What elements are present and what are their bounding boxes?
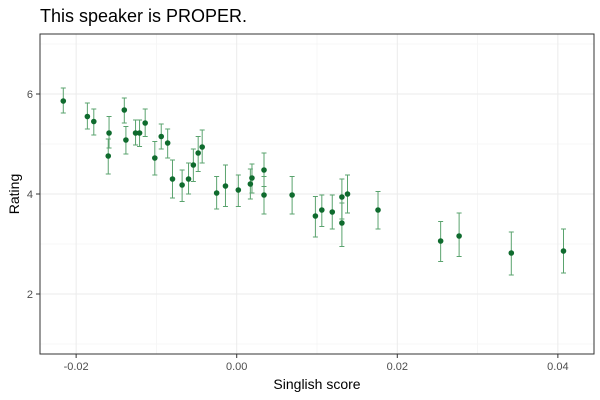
data-point: [261, 192, 267, 198]
x-tick-label: 0.02: [387, 361, 408, 373]
chart-title: This speaker is PROPER.: [40, 6, 248, 26]
data-point: [508, 250, 515, 256]
x-axis-ticks: -0.02 0.00 0.02 0.04: [64, 354, 569, 373]
data-point: [105, 153, 112, 159]
major-gridlines: [40, 34, 594, 354]
data-point: [190, 162, 197, 168]
data-point: [456, 233, 462, 239]
data-point: [437, 238, 444, 244]
data-point: [142, 120, 148, 126]
data-point: [312, 213, 319, 219]
data-point: [152, 155, 158, 161]
data-point: [375, 207, 381, 213]
data-point: [213, 190, 220, 196]
y-tick-label: 2: [27, 289, 33, 301]
y-axis-title: Rating: [6, 174, 22, 214]
data-point: [106, 130, 112, 136]
data-point: [60, 98, 67, 104]
data-point: [289, 192, 295, 198]
data-point: [222, 183, 229, 189]
data-point: [136, 130, 143, 136]
data-point: [158, 133, 165, 140]
data-point: [249, 175, 255, 181]
data-point: [169, 176, 176, 182]
data-point: [123, 137, 129, 143]
data-point: [235, 187, 242, 193]
x-tick-label: 0.00: [226, 361, 247, 373]
x-tick-label: -0.02: [64, 361, 89, 373]
x-tick-label: 0.04: [547, 361, 568, 373]
y-axis-ticks: 2 4 6: [27, 89, 40, 301]
data-point: [261, 167, 267, 173]
data-point: [199, 144, 205, 150]
data-point: [247, 181, 254, 187]
error-bars: [60, 87, 566, 276]
data-point: [319, 207, 325, 213]
y-tick-label: 6: [27, 89, 33, 101]
data-point: [560, 248, 567, 254]
data-points: [60, 98, 567, 256]
y-tick-label: 4: [27, 189, 33, 201]
data-point: [185, 176, 192, 182]
data-point: [195, 150, 201, 156]
data-point: [164, 140, 171, 146]
data-point: [329, 209, 336, 215]
data-point: [132, 130, 139, 136]
data-point: [339, 194, 345, 200]
data-point: [90, 118, 97, 125]
data-point: [344, 191, 351, 197]
data-point: [179, 182, 185, 188]
data-point: [339, 220, 345, 226]
data-point: [84, 113, 91, 120]
data-point: [121, 107, 128, 113]
x-axis-title: Singlish score: [273, 376, 360, 392]
